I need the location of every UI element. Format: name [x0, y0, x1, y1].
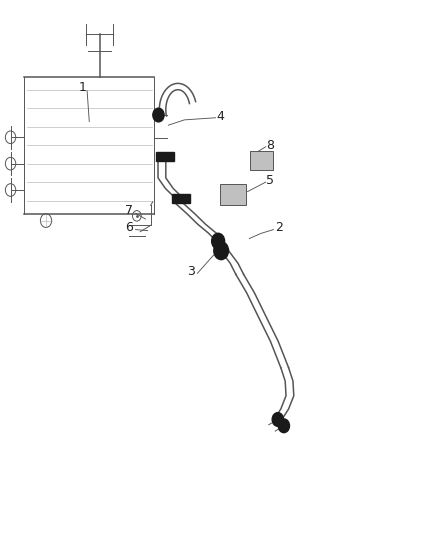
- Text: 1: 1: [79, 80, 87, 94]
- Text: 3: 3: [187, 265, 195, 278]
- Bar: [172, 193, 191, 203]
- Circle shape: [278, 419, 290, 433]
- Text: 4: 4: [216, 110, 224, 123]
- Text: 5: 5: [266, 174, 274, 187]
- Circle shape: [214, 241, 229, 260]
- Text: 7: 7: [125, 204, 134, 217]
- Circle shape: [272, 413, 283, 426]
- Circle shape: [212, 233, 225, 249]
- Text: 2: 2: [275, 222, 283, 235]
- Bar: [220, 184, 246, 205]
- Text: 6: 6: [126, 222, 134, 235]
- Text: 8: 8: [266, 139, 274, 152]
- Bar: [156, 151, 174, 161]
- Circle shape: [153, 108, 164, 122]
- Bar: [250, 151, 273, 170]
